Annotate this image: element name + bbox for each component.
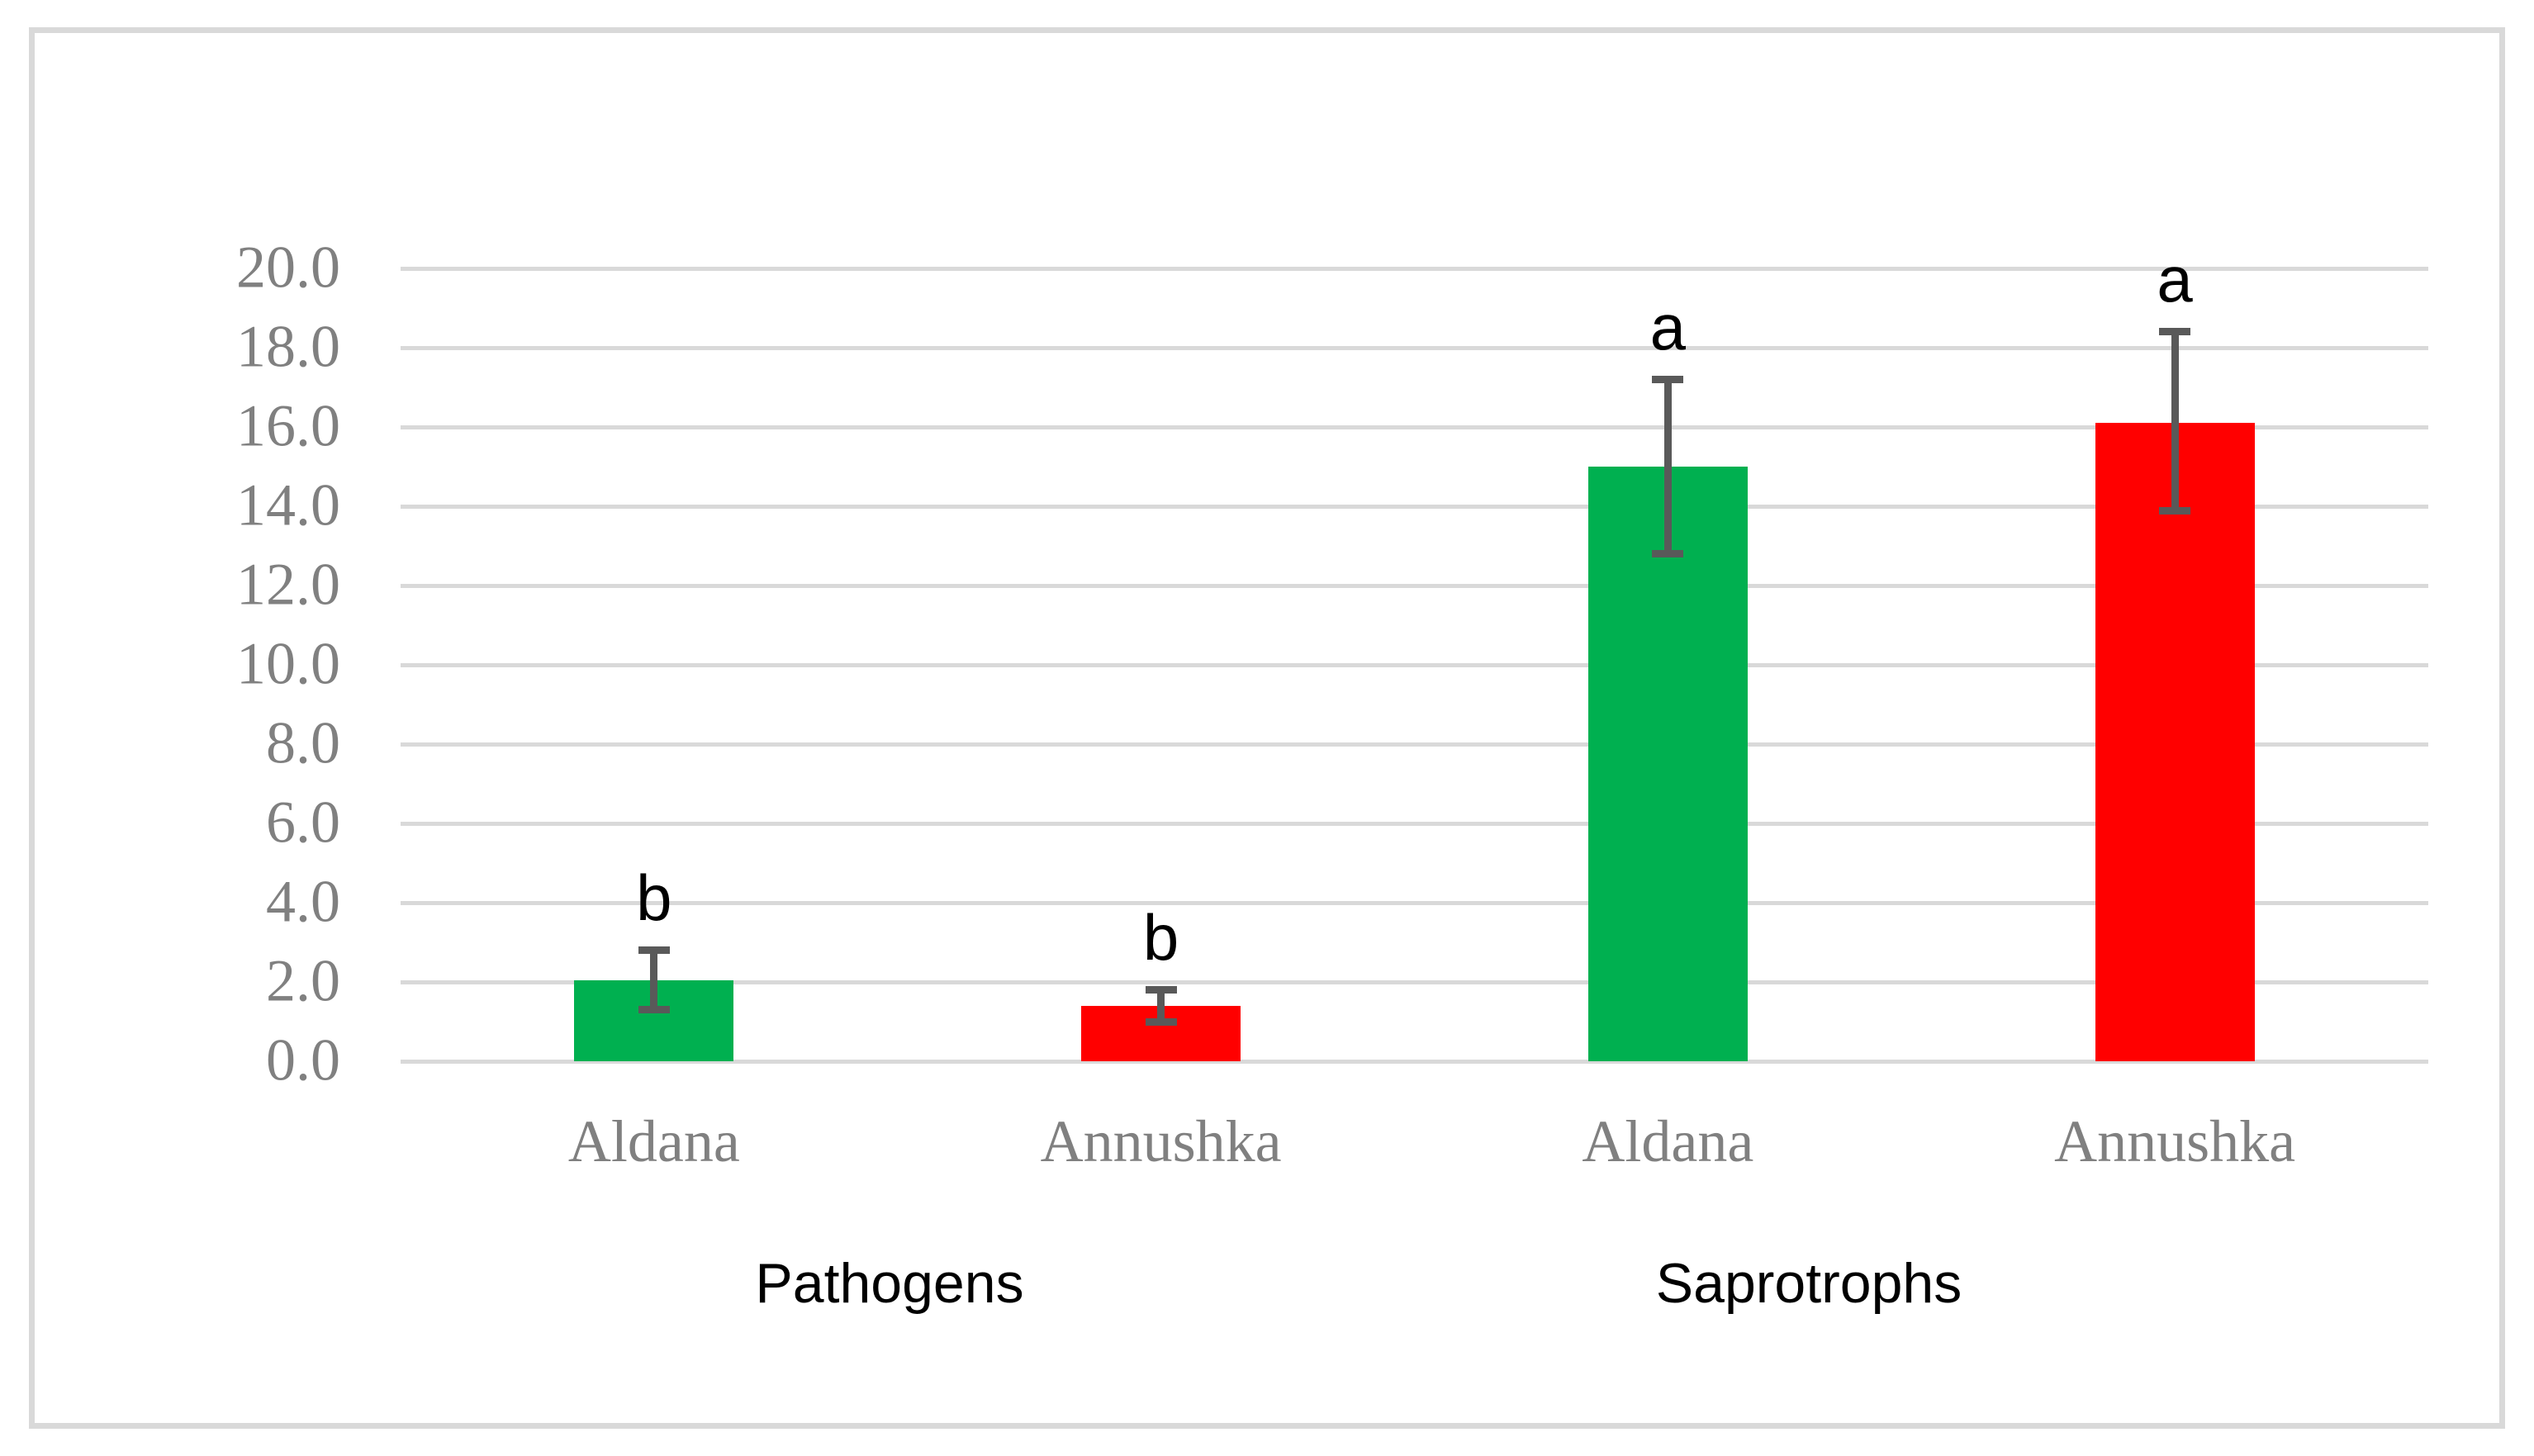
y-tick-label-0.0: 0.0 (266, 1027, 340, 1093)
y-tick-label-8.0: 8.0 (266, 709, 340, 776)
significance-letter-a: a (1649, 290, 1687, 363)
y-tick-label-14.0: 14.0 (236, 472, 340, 538)
y-tick-label-12.0: 12.0 (236, 551, 340, 618)
gridline-16.0 (401, 425, 2428, 429)
gridline-2.0 (401, 980, 2428, 984)
gridline-14.0 (401, 505, 2428, 509)
error-bar-cap-bottom (1652, 550, 1684, 558)
significance-letter-a: a (2157, 243, 2193, 315)
gridline-18.0 (401, 346, 2428, 350)
gridline-10.0 (401, 663, 2428, 667)
gridline-6.0 (401, 822, 2428, 826)
y-tick-label-16.0: 16.0 (236, 392, 340, 459)
gridline-0.0 (401, 1060, 2428, 1064)
error-bar-cap-bottom (2159, 506, 2191, 515)
error-bar-cap-bottom (1145, 1017, 1177, 1026)
error-bar-line (2171, 328, 2179, 515)
group-label-saprotrophs: Saprotrophs (1655, 1252, 1962, 1315)
gridline-4.0 (401, 901, 2428, 905)
y-tick-label-20.0: 20.0 (236, 234, 340, 301)
y-tick-label-10.0: 10.0 (236, 630, 340, 697)
y-tick-label-4.0: 4.0 (266, 868, 340, 935)
error-bar-line (1157, 985, 1165, 1026)
figure-border (29, 27, 2505, 1429)
gridline-20.0 (401, 267, 2428, 271)
category-label-annushka: Annushka (2054, 1108, 2296, 1174)
error-bar-line (1663, 375, 1672, 558)
significance-letter-b: b (1142, 900, 1179, 974)
y-tick-label-6.0: 6.0 (266, 789, 340, 856)
group-label-pathogens: Pathogens (755, 1252, 1024, 1315)
y-tick-label-2.0: 2.0 (266, 947, 340, 1014)
error-bar-line (650, 946, 658, 1014)
y-tick-label-18.0: 18.0 (236, 313, 340, 380)
significance-letter-b: b (636, 861, 672, 934)
category-label-annushka: Annushka (1040, 1108, 1282, 1174)
error-bar-cap-bottom (638, 1006, 670, 1014)
bar-saprotrophs-annushka (2095, 423, 2255, 1061)
bar-saprotrophs-aldana (1587, 467, 1748, 1061)
category-label-aldana: Aldana (1582, 1108, 1754, 1174)
category-label-aldana: Aldana (567, 1108, 740, 1174)
gridline-12.0 (401, 584, 2428, 588)
gridline-8.0 (401, 742, 2428, 747)
